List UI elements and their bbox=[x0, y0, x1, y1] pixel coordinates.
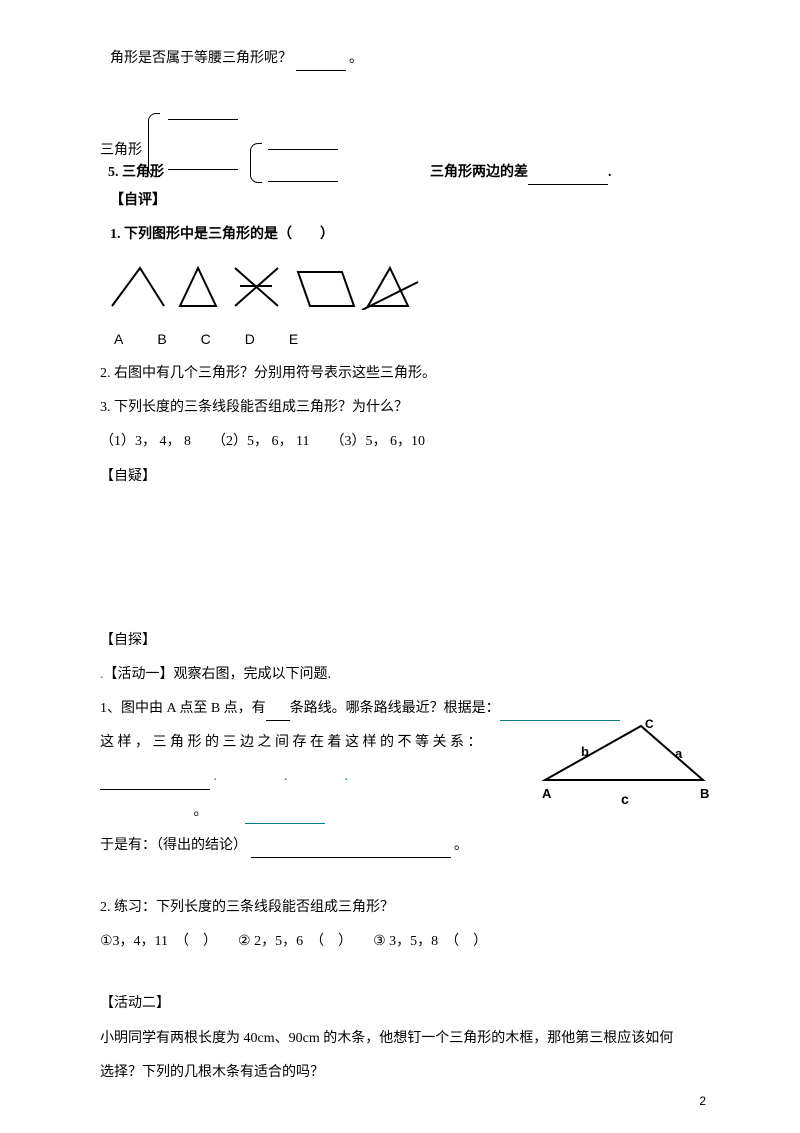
triangle-svg: A B C b a c bbox=[535, 718, 715, 808]
a1-line1-mid: 条路线。哪条路线最近？根据是： bbox=[290, 701, 500, 716]
triangle-diagram: A B C b a c bbox=[535, 718, 715, 798]
activity1-text: 观察右图，完成以下问题. bbox=[174, 667, 332, 682]
a2-text1: 小明同学有两根长度为 40cm、90cm 的木条，他想钉一个三角形的木框，那他第… bbox=[100, 1026, 708, 1051]
svg-text:b: b bbox=[581, 744, 589, 759]
a1-period: 。 bbox=[194, 804, 208, 819]
blank-1 bbox=[296, 55, 346, 71]
a1-blank-3 bbox=[100, 774, 210, 790]
svg-text:C: C bbox=[645, 718, 654, 731]
top-question-text: 角形是否属于等腰三角形呢？ bbox=[110, 51, 292, 66]
teal-dot-4: . bbox=[345, 769, 349, 784]
self-eval-heading: 【自评】 bbox=[110, 188, 708, 213]
a1-blank-1 bbox=[266, 705, 290, 721]
teal-dot-3: . bbox=[284, 769, 288, 784]
a1-conclusion: 于是有：（得出的结论） 。 bbox=[100, 833, 708, 858]
self-explore-heading: 【自探】 bbox=[100, 628, 708, 653]
activity2-heading: 【活动二】 bbox=[100, 991, 708, 1016]
bracket-diagram: 三角形 5. 三角形 三角形两边的差. bbox=[100, 108, 708, 188]
self-doubt-heading: 【自疑】 bbox=[100, 464, 708, 489]
q1-text: 1. 下列图形中是三角形的是（ ） bbox=[110, 222, 708, 247]
a1-blank-5 bbox=[251, 842, 451, 858]
bracket-2 bbox=[250, 143, 262, 183]
q3-text: 3. 下列长度的三条线段能否组成三角形？为什么？ bbox=[100, 395, 708, 420]
practice-text: 2. 练习：下列长度的三条线段能否组成三角形？ bbox=[100, 895, 708, 920]
bracket-line-2 bbox=[168, 158, 238, 170]
svg-text:a: a bbox=[675, 746, 683, 761]
svg-text:c: c bbox=[621, 791, 629, 807]
top-question-period: 。 bbox=[349, 51, 363, 66]
svg-text:B: B bbox=[700, 786, 709, 801]
q3-options: （1）3， 4， 8 （2）5， 6， 11 （3）5， 6，10 bbox=[100, 429, 708, 454]
page-number: 2 bbox=[699, 1091, 706, 1113]
a1-conclusion-prefix: 于是有：（得出的结论） bbox=[100, 838, 247, 853]
shapes-row bbox=[110, 258, 708, 319]
activity1-heading: 【活动一】 bbox=[104, 667, 174, 682]
q5-right: 三角形两边的差. bbox=[430, 160, 612, 185]
q5-prefix: 5. 三角形 bbox=[108, 160, 164, 185]
bracket-line-3 bbox=[268, 138, 338, 150]
q2-text: 2. 右图中有几个三角形？分别用符号表示这些三角形。 bbox=[100, 361, 708, 386]
q5-blank bbox=[528, 169, 608, 185]
practice-options: ①3，4，11 （ ） ② 2，5，6 （ ） ③ 3，5，8 （ ） bbox=[100, 929, 708, 954]
teal-dot-2: . bbox=[214, 769, 218, 784]
a1-line1-prefix: 1、图中由 A 点至 B 点，有 bbox=[100, 701, 266, 716]
svg-text:A: A bbox=[542, 786, 552, 801]
a2-text2: 选择？下列的几根木条有适合的吗？ bbox=[100, 1060, 708, 1085]
bracket-line-4 bbox=[268, 170, 338, 182]
a1-conclusion-suffix: 。 bbox=[454, 838, 468, 853]
q5-right-label: 三角形两边的差 bbox=[430, 165, 528, 180]
a1-blank-4 bbox=[245, 808, 325, 824]
activity1-line: .【活动一】观察右图，完成以下问题. bbox=[100, 662, 708, 687]
shape-labels: ABCDE bbox=[114, 327, 708, 352]
a1-line2: 这 样 ， 三 角 形 的 三 边 之 间 存 在 着 这 样 的 不 等 关 … bbox=[100, 730, 520, 755]
top-question: 角形是否属于等腰三角形呢？ 。 bbox=[110, 46, 708, 71]
shapes-svg bbox=[110, 258, 420, 310]
bracket-line-1 bbox=[168, 108, 238, 120]
q5-suffix: . bbox=[608, 165, 612, 180]
